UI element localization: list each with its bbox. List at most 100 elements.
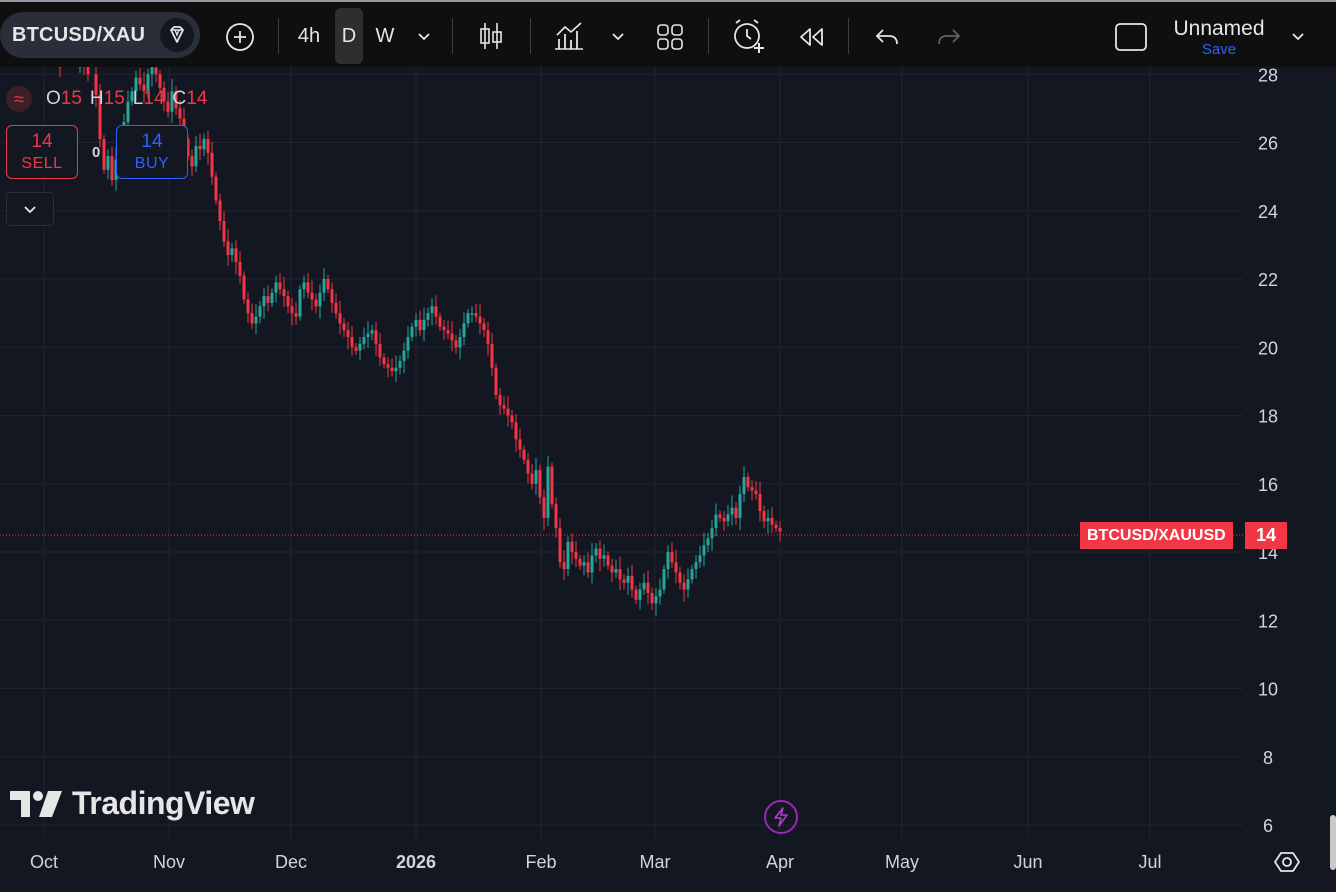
candle-body	[387, 364, 390, 367]
y-axis-tick-label: 10	[1258, 680, 1278, 700]
candle-body	[431, 306, 434, 313]
candle-body	[595, 549, 598, 556]
candle-body	[383, 357, 386, 364]
candle-body	[355, 347, 358, 350]
candle-body	[559, 528, 562, 562]
fullscreen-icon[interactable]	[1112, 19, 1150, 55]
layouts-icon[interactable]	[652, 19, 688, 55]
candle-body	[199, 146, 202, 149]
timeframe-w-button[interactable]: W	[370, 16, 400, 56]
candle-body	[639, 590, 642, 600]
candle-body	[447, 330, 450, 333]
candle-body	[439, 317, 442, 327]
timeframe-dropdown-icon[interactable]	[412, 22, 436, 50]
indicator-wave-icon[interactable]: ≈	[6, 86, 32, 112]
lightning-icon[interactable]	[764, 800, 798, 834]
candle-body	[207, 139, 210, 153]
timeframe-d-button[interactable]: D	[335, 8, 363, 64]
save-link[interactable]: Save	[1150, 42, 1288, 57]
candle-body	[151, 67, 154, 74]
y-axis-tick-label: 6	[1263, 816, 1273, 836]
candle-body	[335, 303, 338, 313]
candle-body	[547, 467, 550, 518]
candle-body	[771, 518, 774, 525]
candle-body	[379, 344, 382, 358]
candle-body	[243, 276, 246, 300]
y-axis-tick-label: 24	[1258, 202, 1278, 222]
candle-body	[539, 470, 542, 497]
candle-body	[427, 313, 430, 320]
collapse-legend-button[interactable]	[6, 192, 54, 226]
indicators-dropdown-icon[interactable]	[606, 22, 630, 50]
buy-button[interactable]: 14 BUY	[116, 125, 188, 179]
candle-body	[275, 282, 278, 292]
candle-body	[667, 552, 670, 569]
sell-price: 14	[7, 131, 77, 153]
candle-body	[659, 590, 662, 597]
gem-icon[interactable]	[160, 18, 194, 52]
separator	[530, 18, 531, 54]
y-axis-tick-label: 18	[1258, 407, 1278, 427]
candle-body	[715, 514, 718, 528]
candle-body	[239, 262, 242, 276]
candle-body	[619, 569, 622, 579]
candle-body	[599, 549, 602, 559]
tradingview-logo[interactable]: TradingView	[8, 785, 254, 822]
candle-body	[343, 323, 346, 330]
candle-body	[759, 494, 762, 511]
legend-high-label: H	[90, 88, 104, 110]
legend-open-label: O	[46, 88, 61, 110]
candle-body	[567, 542, 570, 569]
candle-body	[279, 282, 282, 289]
candle-body	[507, 409, 510, 416]
candle-body	[735, 508, 738, 518]
candle-body	[635, 590, 638, 600]
candle-body	[87, 67, 90, 74]
timeframe-4h-button[interactable]: 4h	[292, 16, 326, 56]
candle-body	[651, 593, 654, 603]
add-symbol-icon[interactable]	[222, 19, 258, 55]
layout-name-button[interactable]: Unnamed Save	[1150, 16, 1288, 57]
candle-body	[603, 555, 606, 558]
candle-body	[711, 528, 714, 538]
x-axis-tick-label: Nov	[153, 852, 185, 872]
candle-body	[767, 518, 770, 521]
legend-low-value: 14	[143, 88, 164, 110]
indicators-icon[interactable]	[550, 18, 588, 54]
candle-body	[487, 330, 490, 344]
candle-body	[371, 330, 374, 333]
scrollbar-thumb[interactable]	[1330, 815, 1336, 870]
candle-body	[723, 518, 726, 521]
sell-button[interactable]: 14 SELL	[6, 125, 78, 179]
candle-body	[407, 337, 410, 351]
tradingview-logo-text: TradingView	[72, 785, 254, 822]
undo-icon[interactable]	[870, 20, 904, 54]
candle-body	[203, 139, 206, 149]
candle-body	[471, 313, 474, 315]
alert-icon[interactable]	[728, 16, 768, 56]
candle-body	[687, 579, 690, 589]
candle-body	[503, 405, 506, 408]
symbol-search-button[interactable]: BTCUSD/XAU	[0, 12, 200, 58]
candle-body	[443, 327, 446, 330]
separator	[278, 18, 279, 54]
layout-name-label: Unnamed	[1150, 16, 1288, 42]
chart-settings-icon[interactable]	[1273, 848, 1301, 881]
candle-body	[575, 552, 578, 559]
candle-body	[307, 282, 310, 292]
spread-value: 0	[92, 144, 100, 161]
buy-price: 14	[117, 131, 187, 153]
candle-style-icon[interactable]	[474, 18, 508, 54]
candle-body	[727, 514, 730, 521]
replay-icon[interactable]	[794, 20, 828, 54]
layout-dropdown-icon[interactable]	[1286, 22, 1310, 50]
price-line-symbol-label: BTCUSD/XAUUSD	[1080, 522, 1233, 549]
legend-close-label: C	[173, 88, 187, 110]
candle-body	[363, 337, 366, 344]
redo-icon[interactable]	[932, 20, 966, 54]
candle-body	[515, 422, 518, 439]
candle-body	[267, 296, 270, 303]
separator	[452, 18, 453, 54]
